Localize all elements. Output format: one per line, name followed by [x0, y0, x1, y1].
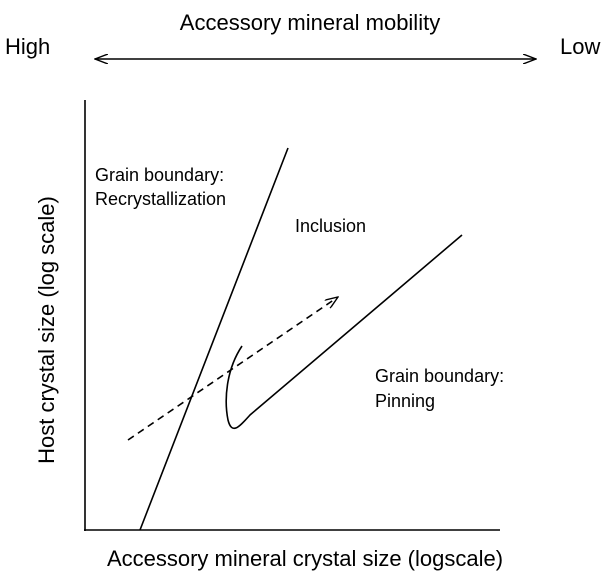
high-label: High [5, 34, 50, 59]
region-label: Recrystallization [95, 189, 226, 209]
region-label: Grain boundary: [375, 366, 504, 386]
region-label: Pinning [375, 391, 435, 411]
region-label: Grain boundary: [95, 165, 224, 185]
region-label: Inclusion [295, 216, 366, 236]
pinning-boundary [225, 234, 463, 430]
x-axis-label: Accessory mineral crystal size (logscale… [107, 546, 503, 571]
low-label: Low [560, 34, 600, 59]
title: Accessory mineral mobility [180, 10, 440, 35]
trend-arrow [127, 297, 338, 441]
y-axis-label: Host crystal size (log scale) [34, 196, 59, 464]
recrystallization-boundary [139, 147, 289, 531]
